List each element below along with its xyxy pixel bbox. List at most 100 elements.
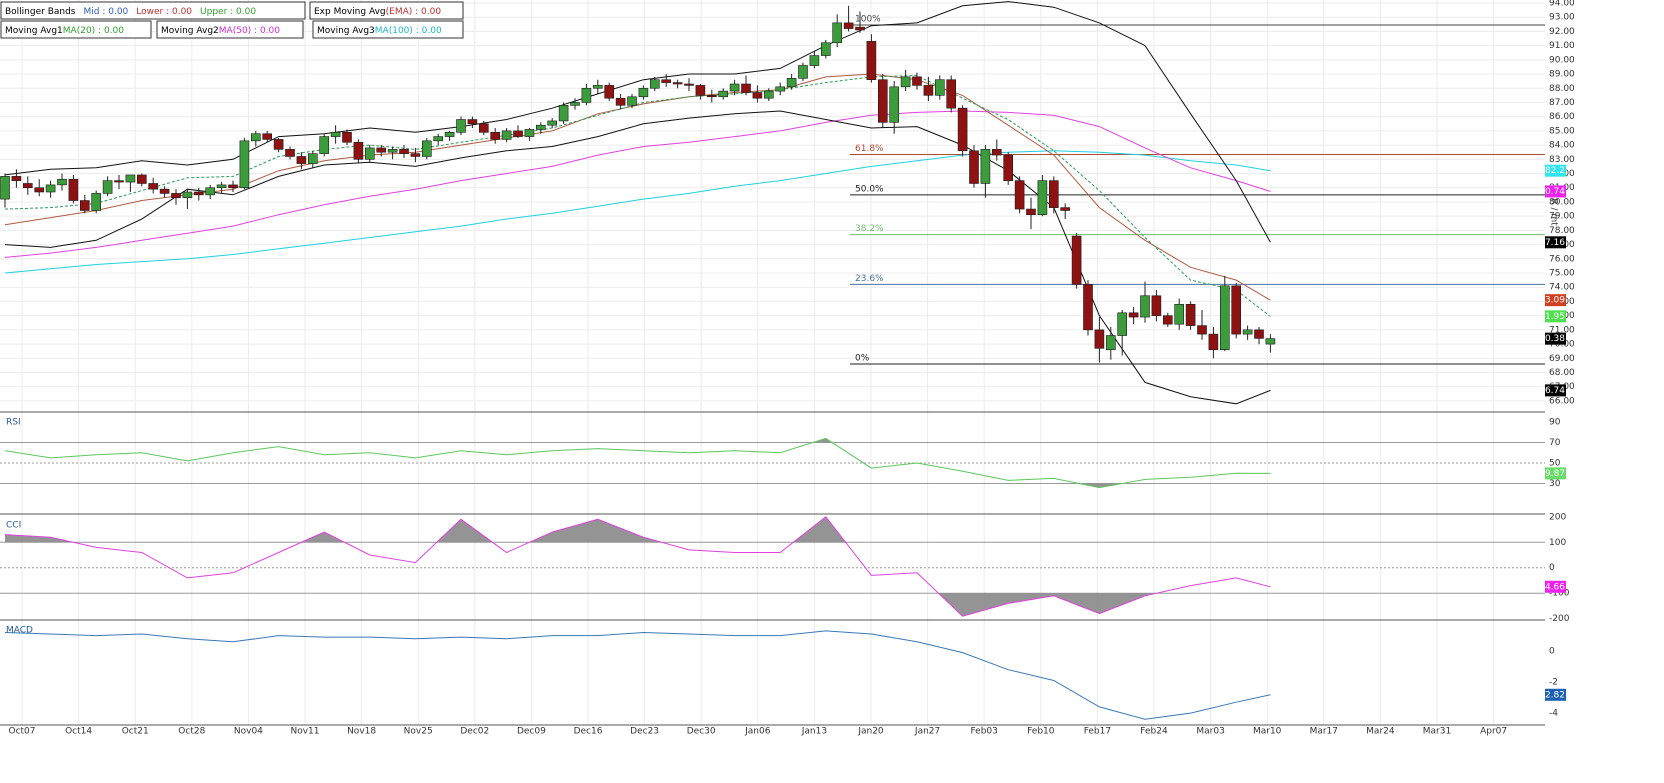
candle-body (604, 85, 615, 99)
candle-body (501, 130, 512, 140)
candle-body (171, 193, 181, 198)
candle-body (0, 176, 10, 200)
fib-label: 61.8% (855, 144, 884, 154)
candle-body (285, 149, 295, 157)
panel-title: MACD (6, 626, 33, 636)
y-tick-label: 85.00 (1549, 126, 1575, 136)
value-badge (1545, 294, 1566, 307)
y-tick-label: 75.00 (1549, 269, 1575, 279)
candle-body (330, 132, 341, 137)
indicator-line (4, 516, 1271, 617)
candle-body (11, 176, 22, 181)
candle-body (1014, 180, 1025, 210)
candle-body (490, 132, 501, 140)
value-badge (1545, 467, 1566, 480)
candle-body (900, 76, 911, 88)
candle-body (467, 119, 478, 125)
x-tick-label: Dec23 (630, 727, 659, 737)
candle-body (672, 82, 683, 85)
legend-part: Exp Moving Avg (314, 7, 386, 17)
candle-body (342, 132, 352, 143)
x-tick-label: Dec09 (517, 727, 546, 737)
x-tick-label: Oct07 (8, 727, 35, 737)
candle-body (1242, 329, 1253, 335)
candle-body (775, 86, 786, 92)
value-badge (1545, 164, 1566, 177)
candle-body (1220, 285, 1230, 351)
candle-body (729, 83, 740, 92)
candle-body (638, 87, 649, 98)
value-badge-label: 66.74 (1539, 386, 1565, 396)
x-tick-label: Mar17 (1310, 727, 1338, 737)
candle-body (125, 174, 136, 183)
value-badge-label: 39.87 (1539, 469, 1565, 479)
candle-body (661, 79, 672, 83)
indicator-line (4, 110, 1271, 258)
candle-body (934, 79, 945, 96)
legend-part: Moving Avg1 (5, 26, 63, 36)
candle-body (353, 141, 364, 160)
candle-body (1071, 235, 1082, 285)
candle-body (1049, 180, 1059, 208)
y-tick-label: 83.00 (1549, 155, 1575, 165)
y-tick-label: 71.00 (1549, 325, 1575, 335)
candle-body (1083, 284, 1093, 331)
legend-part: MA(100) (375, 26, 413, 36)
value-badge-label: 70.38 (1539, 334, 1565, 344)
value-badge-label: 71.95 (1539, 312, 1565, 322)
y-tick-label: 90 (1549, 418, 1561, 428)
candle-body (706, 95, 717, 98)
candle-body (718, 90, 729, 98)
x-tick-label: Nov11 (290, 727, 319, 737)
extreme-shade (5, 516, 1271, 543)
candle-body (148, 183, 158, 190)
x-tick-label: Feb17 (1084, 727, 1111, 737)
candle-body (22, 183, 33, 189)
value-badge (1545, 185, 1566, 198)
candle-body (558, 105, 569, 122)
candle-body (1163, 315, 1173, 325)
candle-body (843, 22, 854, 29)
candle-body (1185, 303, 1196, 326)
y-tick-label: 78.00 (1549, 226, 1575, 236)
y-tick-label: -100 (1549, 589, 1570, 599)
value-badge-label: -2.82 (1542, 690, 1565, 700)
candle-body (45, 184, 56, 193)
indicator-line (4, 150, 1271, 274)
candle-body (1231, 285, 1241, 335)
legend-entry: Bollinger Bands Mid : 0.00 Lower : 0.00 Upp… (5, 7, 256, 17)
y-tick-label: 74.00 (1549, 283, 1575, 293)
candle-body (1117, 312, 1127, 336)
candle-body (478, 123, 489, 133)
y-tick-label: 66.00 (1549, 396, 1575, 406)
y-tick-label: 69.00 (1549, 354, 1575, 364)
candle-body (205, 187, 215, 196)
x-tick-label: Mar24 (1366, 727, 1395, 737)
indicator-line (4, 110, 1271, 405)
y-tick-label: 79.00 (1549, 212, 1575, 222)
y-tick-label: -200 (1549, 614, 1570, 624)
candle-body (809, 55, 820, 66)
candle-body (57, 178, 67, 186)
y-tick-label: 86.00 (1549, 112, 1575, 122)
x-tick-label: Jan20 (857, 727, 884, 737)
fib-label: 100% (855, 15, 881, 25)
candle-body (91, 193, 101, 211)
y-tick-label: 84.00 (1549, 141, 1575, 151)
candle-body (433, 136, 444, 142)
y-tick-label: 93.00 (1549, 13, 1575, 23)
candle-body (387, 149, 398, 153)
candle-body (535, 124, 546, 130)
candle-body (102, 180, 113, 194)
x-tick-label: Dec16 (574, 727, 603, 737)
y-tick-label: 50 (1549, 458, 1561, 468)
candle-body (855, 26, 865, 31)
candle-body (695, 85, 706, 96)
candle-body (820, 42, 831, 56)
candle-body (364, 147, 375, 160)
candle-body (1094, 329, 1105, 349)
y-tick-label: 92.00 (1549, 27, 1575, 37)
y-tick-label: 30 (1549, 479, 1561, 489)
x-tick-label: Oct21 (122, 727, 149, 737)
